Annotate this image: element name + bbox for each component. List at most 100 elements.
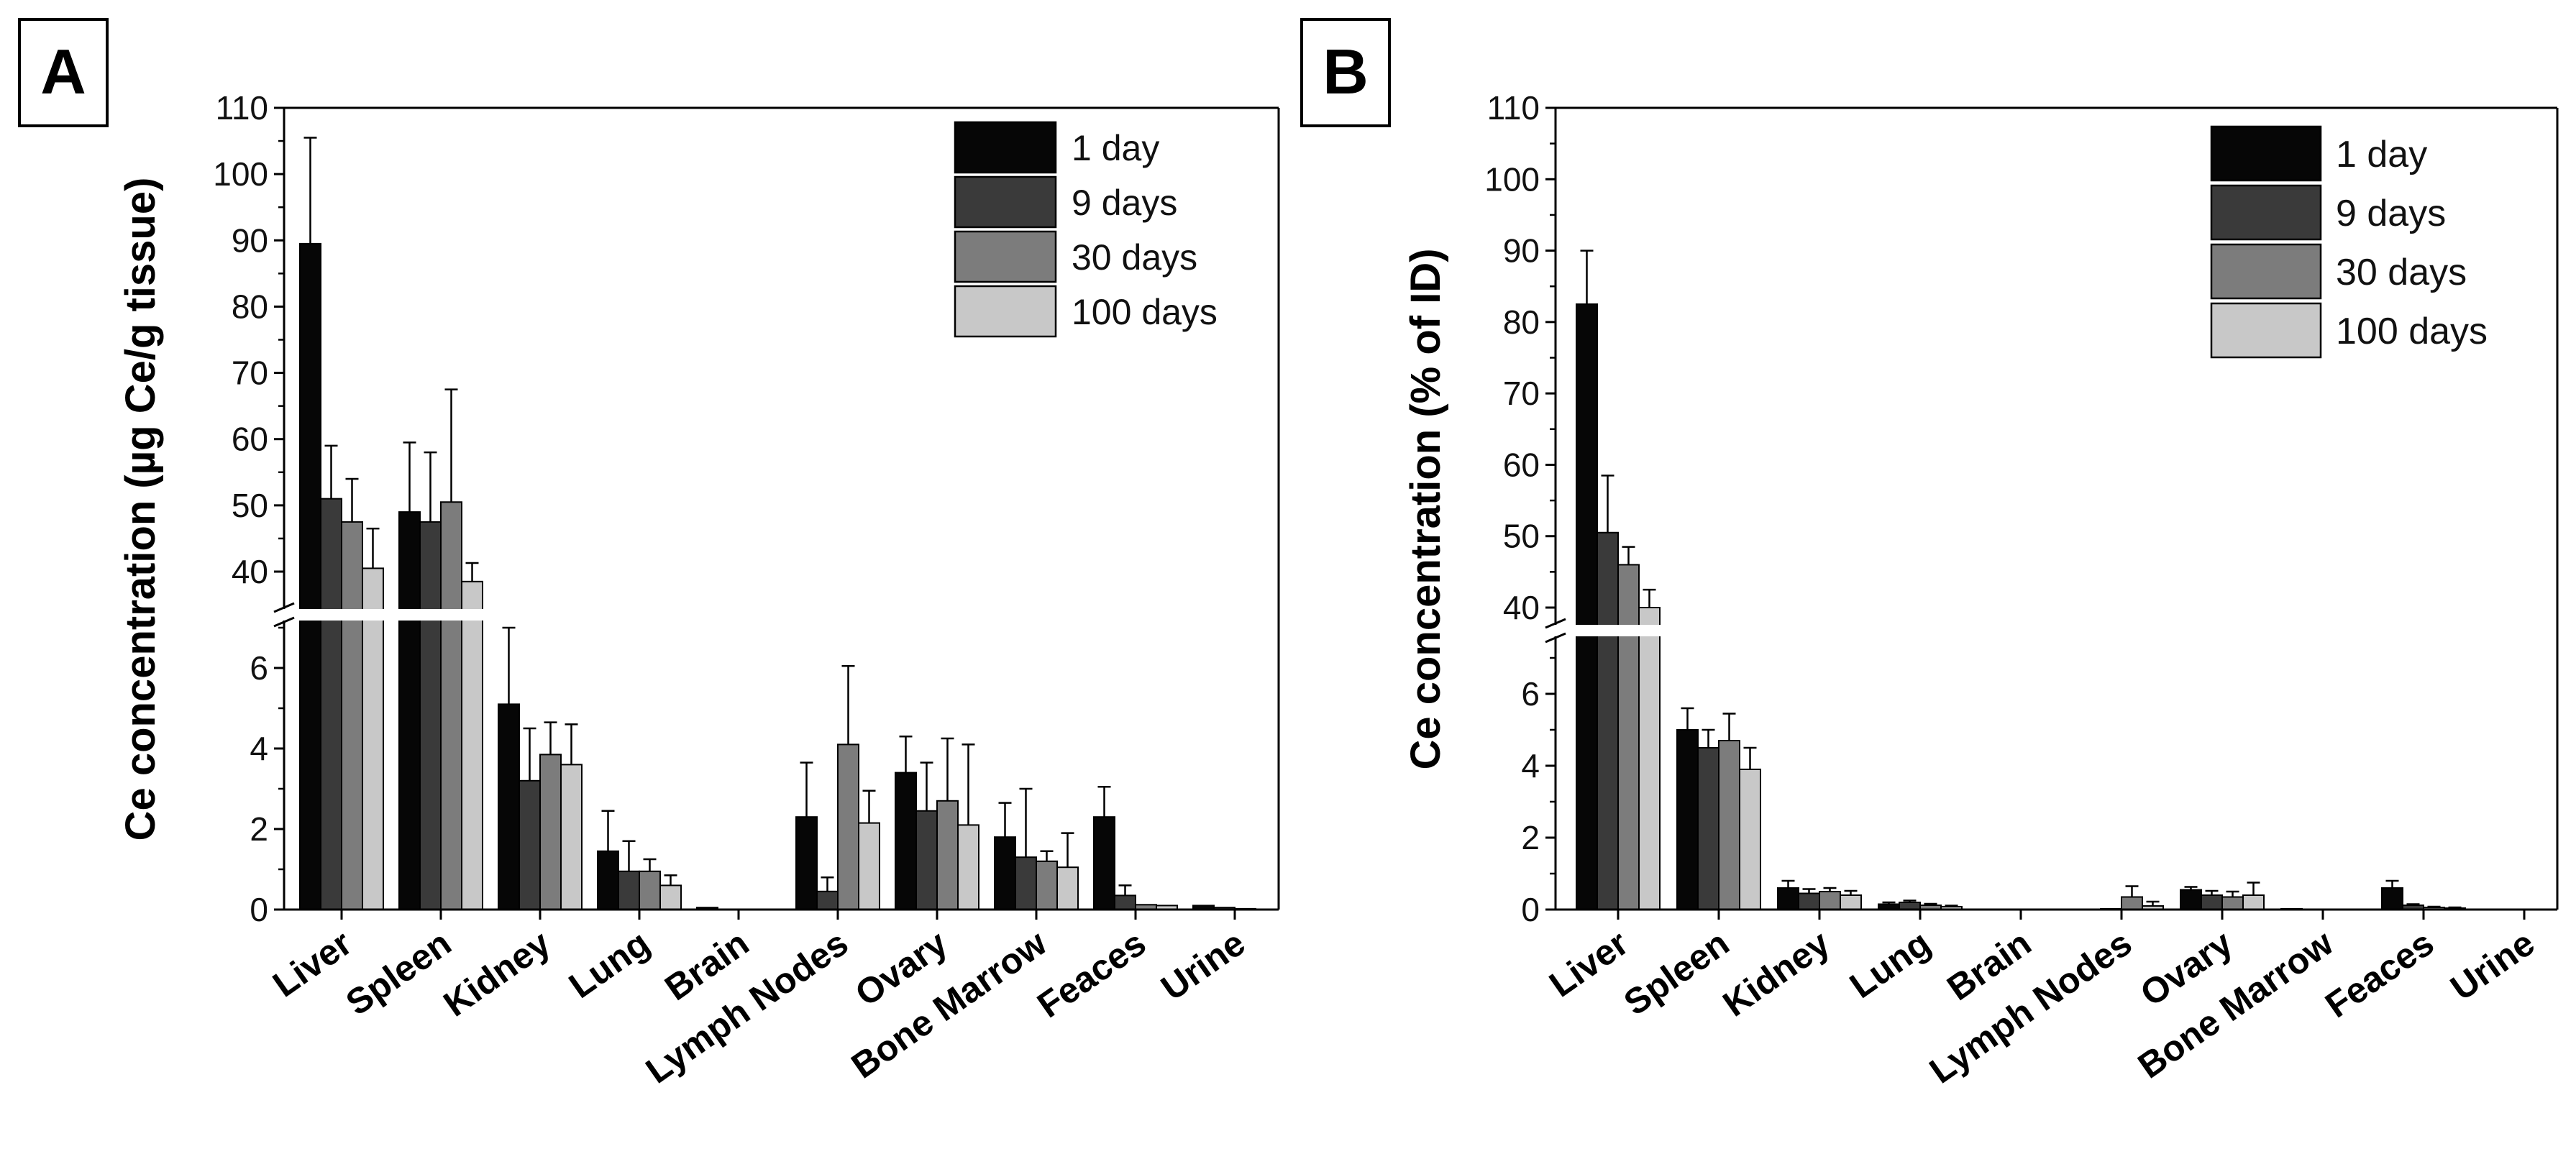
y-tick-label: 40	[232, 553, 268, 590]
x-tick-label-kidney: Kidney	[437, 923, 558, 1025]
bar-kidney-9-days	[519, 779, 541, 911]
bar-liver-9-days	[1597, 531, 1619, 910]
bar-kidney-9-days	[1798, 892, 1820, 910]
legend-swatch-1-day	[2210, 125, 2322, 182]
bar-liver-9-days	[320, 498, 342, 910]
y-tick-label: 50	[232, 487, 268, 524]
y-tick-label: 80	[232, 288, 268, 325]
x-tick-label-spleen: Spleen	[1617, 923, 1736, 1023]
y-tick-label: 40	[1503, 589, 1540, 626]
bar-bone-marrow-1-day	[994, 836, 1016, 910]
legend-swatch-9-days	[2210, 184, 2322, 241]
y-axis-title: Ce concentration (% of ID)	[1402, 248, 1449, 769]
axis-break-mark	[1545, 618, 1566, 629]
bar-kidney-100-days	[1840, 894, 1862, 910]
bar-spleen-1-day	[1676, 729, 1699, 910]
bar-lung-100-days	[659, 884, 682, 911]
x-tick-label-feaces: Feaces	[2318, 923, 2441, 1025]
bar-bone-marrow-100-days	[1056, 866, 1079, 910]
y-tick-label: 50	[1503, 518, 1540, 555]
bar-lymph-nodes-100-days	[858, 822, 880, 910]
panel-label: B	[1323, 36, 1369, 107]
bar-feaces-1-day	[2381, 887, 2403, 910]
bar-liver-30-days	[341, 521, 363, 910]
bar-feaces-1-day	[1093, 816, 1115, 910]
bar-feaces-9-days	[1114, 894, 1136, 911]
y-tick-label: 80	[1503, 303, 1540, 341]
bar-kidney-1-day	[1777, 887, 1799, 910]
bar-ovary-1-day	[895, 772, 917, 910]
legend-label-1-day: 1 day	[2336, 134, 2427, 175]
bar-spleen-30-days	[440, 501, 462, 910]
y-tick-label: 60	[232, 421, 268, 458]
bar-ovary-9-days	[2201, 894, 2223, 910]
x-tick-label-urine: Urine	[1154, 923, 1252, 1008]
y-axis-title: Ce concentration (µg Ce/g tissue)	[117, 178, 164, 841]
x-tick-label-kidney: Kidney	[1716, 923, 1837, 1025]
axis-break-mark	[273, 602, 295, 613]
bar-lymph-nodes-30-days	[837, 743, 859, 911]
bar-spleen-30-days	[1718, 740, 1740, 910]
y-tick-label: 0	[250, 891, 268, 928]
x-tick-label-feaces: Feaces	[1030, 923, 1153, 1025]
y-tick-label: 6	[250, 649, 268, 687]
bar-kidney-100-days	[560, 764, 583, 911]
legend-label-100-days: 100 days	[2336, 311, 2488, 352]
axis-break-mark	[273, 616, 295, 628]
bar-spleen-100-days	[1739, 769, 1761, 910]
legend-label-9-days: 9 days	[1072, 183, 1177, 223]
bar-lymph-nodes-30-days	[2121, 896, 2143, 910]
bar-liver-100-days	[1638, 607, 1661, 910]
y-tick-label: 90	[232, 221, 268, 259]
bar-liver-100-days	[362, 567, 384, 911]
x-tick-label-lung: Lung	[562, 923, 657, 1006]
bar-lung-30-days	[639, 870, 661, 911]
legend-swatch-1-day	[954, 121, 1057, 174]
bar-ovary-9-days	[915, 810, 938, 911]
legend-swatch-100-days	[954, 285, 1057, 338]
legend-swatch-30-days	[954, 230, 1057, 283]
legend-label-100-days: 100 days	[1072, 292, 1218, 332]
bar-liver-30-days	[1617, 564, 1640, 911]
axis-break-band	[270, 609, 1120, 621]
y-tick-label: 110	[216, 89, 268, 127]
bar-ovary-100-days	[2242, 894, 2265, 910]
y-tick-label: 2	[1521, 819, 1540, 856]
x-tick-label-urine: Urine	[2443, 923, 2541, 1008]
bar-lung-9-days	[618, 870, 640, 911]
bar-kidney-30-days	[539, 754, 562, 911]
bar-liver-1-day	[299, 242, 321, 910]
legend-label-9-days: 9 days	[2336, 193, 2446, 234]
axis-break-band	[1541, 625, 2399, 636]
bar-liver-1-day	[1576, 303, 1598, 910]
bar-kidney-1-day	[498, 703, 520, 911]
legend-swatch-30-days	[2210, 243, 2322, 300]
bar-ovary-30-days	[2221, 896, 2244, 910]
bar-bone-marrow-9-days	[1015, 856, 1037, 910]
axis-break-mark	[1545, 632, 1566, 644]
legend-label-1-day: 1 day	[1072, 128, 1159, 168]
y-tick-label: 60	[1503, 446, 1540, 483]
y-tick-label: 0	[1521, 891, 1540, 928]
bar-spleen-9-days	[1697, 747, 1719, 910]
bar-ovary-100-days	[957, 824, 979, 911]
legend-label-30-days: 30 days	[1072, 237, 1197, 278]
x-tick-label-spleen: Spleen	[339, 923, 458, 1023]
x-tick-label-lung: Lung	[1842, 923, 1937, 1006]
y-tick-label: 100	[213, 155, 268, 193]
bar-lymph-nodes-1-day	[795, 816, 818, 910]
bar-ovary-30-days	[936, 800, 959, 911]
bar-spleen-1-day	[398, 511, 421, 910]
panel-label-box	[18, 18, 109, 127]
bar-spleen-100-days	[461, 580, 483, 910]
legend-swatch-9-days	[954, 175, 1057, 229]
y-tick-label: 2	[250, 810, 268, 848]
legend-label-30-days: 30 days	[2336, 252, 2467, 293]
bar-kidney-30-days	[1819, 891, 1841, 910]
panel-label-box	[1300, 18, 1391, 127]
bar-lung-1-day	[597, 850, 619, 911]
bar-ovary-1-day	[2180, 889, 2202, 910]
bar-spleen-9-days	[419, 521, 442, 910]
